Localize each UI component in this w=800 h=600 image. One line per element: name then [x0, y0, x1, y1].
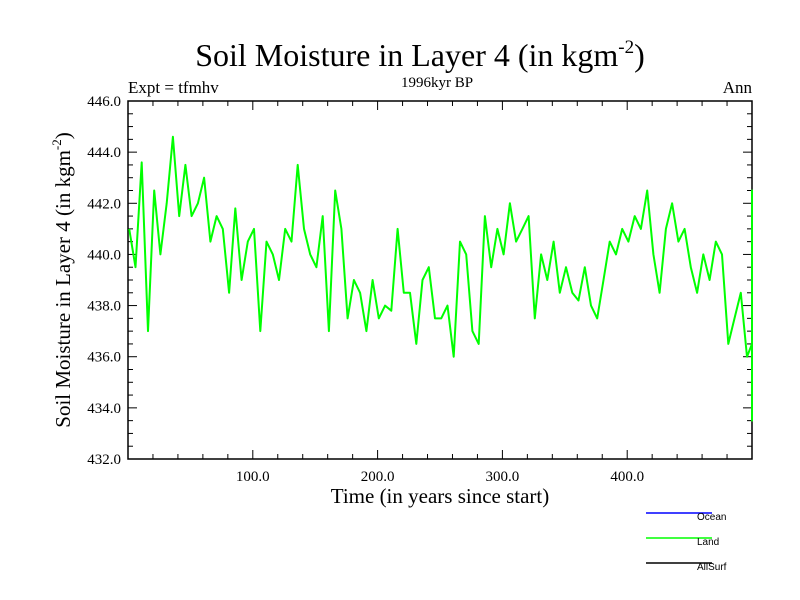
legend-label-ocean: Ocean	[697, 512, 726, 523]
chart-right-label: Ann	[723, 78, 753, 97]
chart-title: Soil Moisture in Layer 4 (in kgm-2)	[195, 37, 645, 73]
series-line-land	[128, 135, 753, 422]
y-axis-label-sup: -2	[49, 139, 64, 150]
y-tick-label: 442.0	[87, 196, 121, 212]
y-tick-label: 438.0	[87, 299, 121, 315]
chart-title-sup: -2	[618, 37, 634, 58]
chart-left-label: Expt = tfmhv	[128, 78, 219, 97]
y-tick-label: 436.0	[87, 350, 121, 366]
y-axis-label-main: Soil Moisture in Layer 4 (in kgm	[51, 150, 75, 428]
chart-subtitle: 1996kyr BP	[401, 75, 473, 91]
legend-label-allsurf: AllSurf	[697, 562, 727, 573]
chart-title-close: )	[634, 37, 645, 73]
y-axis: 432.0 434.0 436.0 438.0 440.0 442.0 444.0 446.0	[87, 94, 752, 468]
legend: Ocean Land AllSurf	[646, 512, 727, 573]
x-axis-label: Time (in years since start)	[331, 484, 550, 508]
y-axis-label: Soil Moisture in Layer 4 (in kgm-2)	[49, 132, 75, 427]
x-tick-label: 400.0	[610, 469, 644, 485]
x-tick-label: 300.0	[486, 469, 520, 485]
y-tick-label: 432.0	[87, 452, 121, 468]
y-tick-label: 444.0	[87, 145, 121, 161]
chart-title-main: Soil Moisture in Layer 4 (in kgm	[195, 37, 618, 73]
x-axis: 100.0 200.0 300.0 400.0	[152, 101, 728, 485]
x-tick-label: 100.0	[236, 469, 270, 485]
y-tick-label: 446.0	[87, 94, 121, 110]
legend-label-land: Land	[697, 537, 719, 548]
y-tick-label: 440.0	[87, 247, 121, 263]
y-axis-label-close: )	[51, 132, 75, 139]
y-tick-label: 434.0	[87, 401, 121, 417]
x-tick-label: 200.0	[361, 469, 395, 485]
